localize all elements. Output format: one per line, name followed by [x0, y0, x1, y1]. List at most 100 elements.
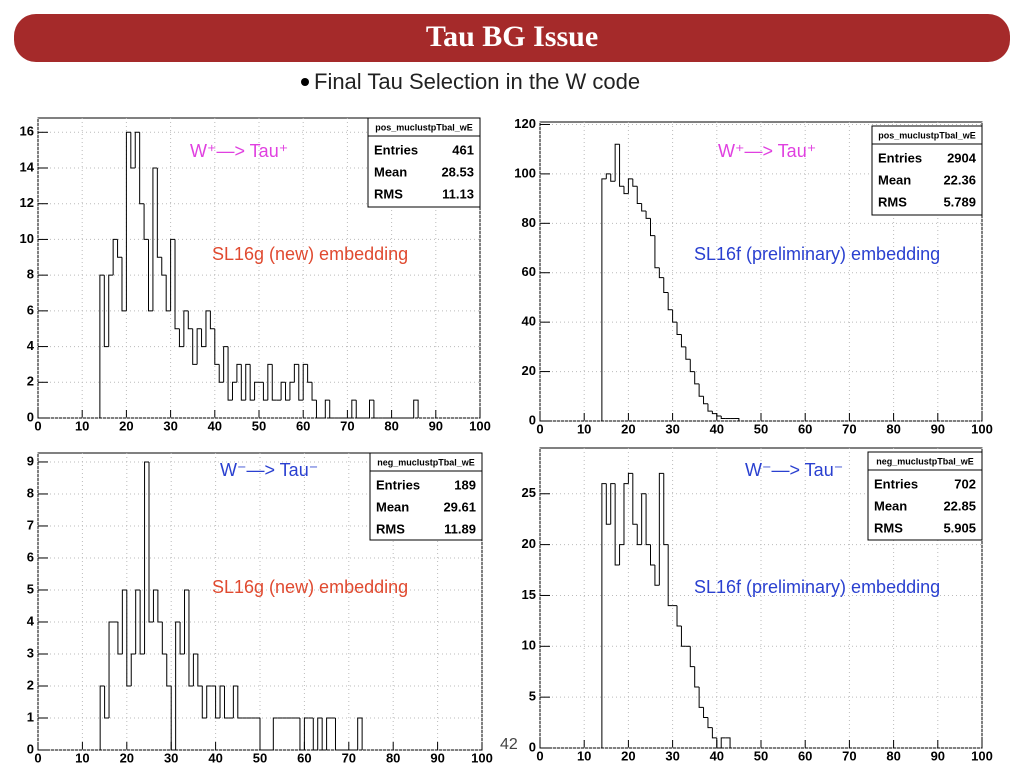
histogram-bin: [357, 717, 363, 750]
y-tick-label: 5: [529, 689, 536, 704]
histogram-bin: [125, 131, 131, 311]
histogram-bin: [174, 239, 180, 330]
y-tick-label: 2: [27, 374, 34, 389]
histogram-bin: [601, 178, 607, 421]
histogram-bin: [126, 589, 132, 687]
histogram-bin: [716, 413, 722, 417]
x-tick-label: 40: [710, 421, 724, 436]
y-tick-label: 6: [27, 302, 34, 317]
histogram-bin: [254, 381, 259, 401]
histogram-bin: [619, 544, 624, 565]
histogram-bin: [680, 625, 686, 647]
histogram-bin: [197, 653, 203, 687]
annotation: W⁻—> Tau⁻: [745, 460, 843, 480]
histogram-bin: [152, 167, 158, 311]
y-tick-label: 5: [27, 581, 34, 596]
histogram-bin: [170, 685, 176, 751]
x-tick-label: 0: [34, 418, 41, 433]
x-tick-label: 0: [536, 748, 543, 763]
x-tick-label: 50: [252, 418, 266, 433]
histogram-bin: [104, 685, 110, 719]
x-tick-label: 10: [75, 750, 89, 765]
histogram-bin: [605, 483, 611, 525]
histogram-bin: [184, 589, 189, 654]
bullet-dot: [301, 78, 309, 86]
x-tick-label: 30: [163, 418, 177, 433]
histogram-bin: [614, 483, 620, 566]
y-tick-label: 14: [20, 159, 35, 174]
annotation: SL16f (preliminary) embedding: [694, 244, 940, 264]
x-tick-label: 30: [164, 750, 178, 765]
histogram-bin: [139, 589, 145, 655]
y-tick-label: 10: [522, 638, 536, 653]
histogram-bin: [676, 322, 682, 336]
x-tick-label: 20: [120, 750, 134, 765]
histogram-bin: [179, 621, 185, 655]
histogram-bin: [676, 605, 682, 627]
x-tick-label: 100: [471, 750, 493, 765]
histogram-bin: [627, 178, 633, 194]
histogram-bin: [680, 334, 686, 348]
stats-box: [871, 125, 983, 216]
histogram-bin: [636, 524, 642, 546]
x-tick-label: 90: [931, 421, 945, 436]
histogram-bin: [373, 400, 379, 419]
histogram-bin: [725, 737, 731, 748]
x-tick-label: 70: [340, 418, 354, 433]
x-tick-label: 30: [665, 748, 679, 763]
x-tick-label: 50: [253, 750, 267, 765]
histogram-bin: [108, 274, 114, 347]
x-tick-label: 60: [798, 748, 812, 763]
y-tick-label: 40: [522, 314, 536, 329]
x-tick-label: 90: [430, 750, 444, 765]
x-tick-label: 40: [208, 418, 222, 433]
annotation: SL16g (new) embedding: [212, 577, 408, 597]
stats-label: Mean: [874, 498, 907, 513]
histogram-bin: [734, 418, 740, 421]
histogram-bin: [326, 717, 332, 750]
histogram-bin: [321, 717, 327, 751]
page-number: 42: [500, 736, 518, 753]
histogram-bin: [232, 685, 238, 718]
histogram-bin: [218, 364, 224, 383]
x-tick-label: 60: [297, 750, 311, 765]
x-tick-label: 60: [798, 421, 812, 436]
histogram-bin: [271, 364, 277, 401]
x-tick-label: 80: [386, 750, 400, 765]
x-tick-label: 90: [429, 418, 443, 433]
histogram-bin: [654, 235, 660, 269]
stats-box: [367, 117, 481, 208]
stats-value: 2904: [947, 150, 977, 165]
x-tick-label: 80: [384, 418, 398, 433]
stats-label: Entries: [878, 150, 922, 165]
histogram-bin: [672, 309, 678, 323]
histogram-bin: [227, 346, 233, 401]
histogram-bin: [205, 310, 211, 347]
x-tick-label: 60: [296, 418, 310, 433]
histogram-bin: [280, 381, 286, 401]
y-tick-label: 9: [27, 453, 34, 468]
histogram-bin: [720, 416, 726, 420]
histogram-bin: [711, 411, 717, 415]
histogram-bin: [711, 727, 717, 739]
histogram-bin: [654, 564, 660, 586]
stats-value: 189: [454, 477, 476, 492]
histogram-bin: [240, 364, 246, 401]
histogram-bin: [139, 132, 145, 205]
histogram-bin: [206, 685, 212, 718]
stats-value: 5.789: [943, 194, 976, 209]
histogram-bin: [148, 239, 153, 312]
histogram-bin: [645, 210, 651, 219]
x-tick-label: 50: [754, 748, 768, 763]
y-tick-label: 0: [27, 409, 34, 424]
histogram-bin: [355, 400, 361, 419]
histogram-bin: [307, 364, 313, 383]
histogram-bin: [117, 239, 122, 258]
histogram-bin: [610, 483, 616, 525]
histogram-bin: [175, 621, 181, 750]
annotation: SL16f (preliminary) embedding: [694, 577, 940, 597]
x-tick-label: 0: [536, 421, 543, 436]
histogram-bin: [619, 144, 624, 187]
histogram-bin: [259, 717, 265, 751]
